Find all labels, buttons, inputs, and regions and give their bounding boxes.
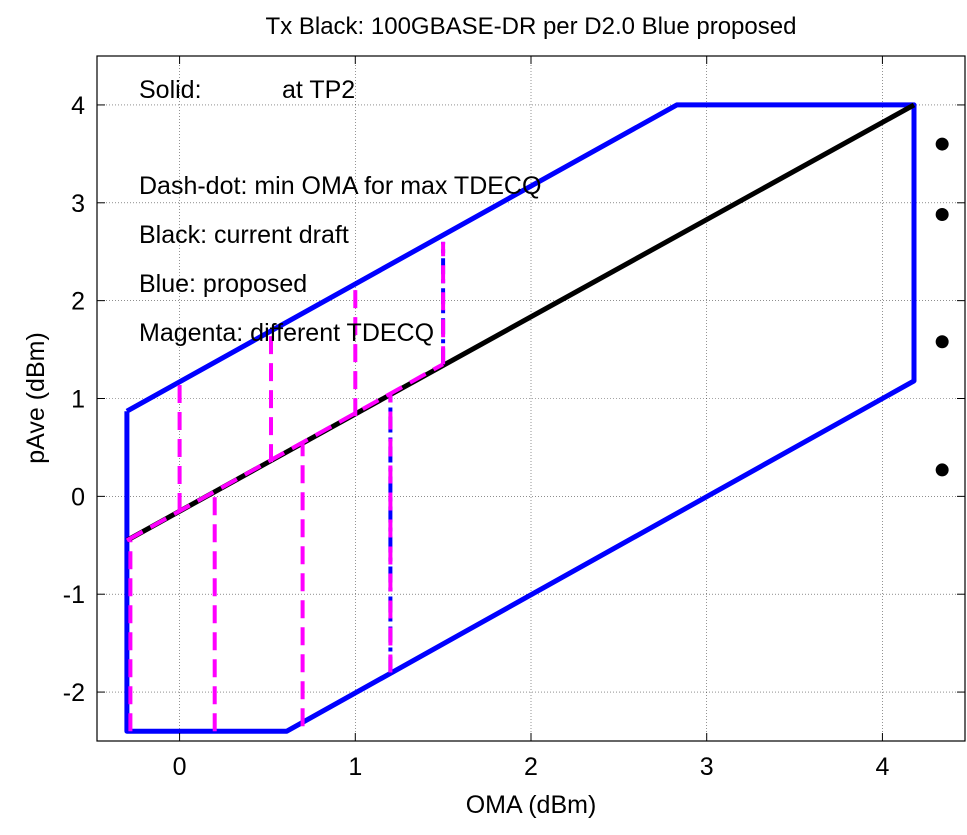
y-tick-label: 0 xyxy=(71,483,85,511)
y-axis-title: pAve (dBm) xyxy=(22,332,50,464)
y-tick-label: 3 xyxy=(71,190,85,218)
y-tick-label: 4 xyxy=(71,92,85,120)
y-tick-label: 1 xyxy=(71,386,85,414)
y-tick-label: -1 xyxy=(63,581,85,609)
annotation-dash-dot: Dash-dot: min OMA for max TDECQ xyxy=(139,172,541,200)
series-blue-solid-line xyxy=(124,102,917,734)
y-tick-label: -2 xyxy=(63,679,85,707)
marker-dot xyxy=(935,137,949,151)
y-tick-label: 2 xyxy=(71,288,85,316)
x-tick-label: 2 xyxy=(524,753,538,781)
chart-title: Tx Black: 100GBASE-DR per D2.0 Blue prop… xyxy=(266,13,797,40)
ticks: 0 1 2 3 4 -2 -1 0 1 2 3 4 xyxy=(63,56,965,781)
annotations: Solid: at TP2 Dash-dot: min OMA for max … xyxy=(139,76,541,347)
x-tick-label: 4 xyxy=(875,753,889,781)
series-layer xyxy=(124,102,917,734)
x-tick-label: 3 xyxy=(700,753,714,781)
marker-dot xyxy=(935,463,949,477)
annotation-black: Black: current draft xyxy=(139,221,349,249)
annotation-blue: Blue: proposed xyxy=(139,270,307,298)
annotation-solid-label: Solid: xyxy=(139,76,202,104)
marker-dot xyxy=(935,208,949,222)
annotation-solid-text: at TP2 xyxy=(282,76,355,104)
marker-layer xyxy=(935,137,949,477)
x-tick-label: 1 xyxy=(348,753,362,781)
x-axis-title: OMA (dBm) xyxy=(466,791,597,819)
marker-dot xyxy=(935,335,949,349)
series-magenta-dashed-segment xyxy=(125,362,445,543)
x-tick-label: 0 xyxy=(173,753,187,781)
annotation-magenta: Magenta: different TDECQ xyxy=(139,319,434,347)
